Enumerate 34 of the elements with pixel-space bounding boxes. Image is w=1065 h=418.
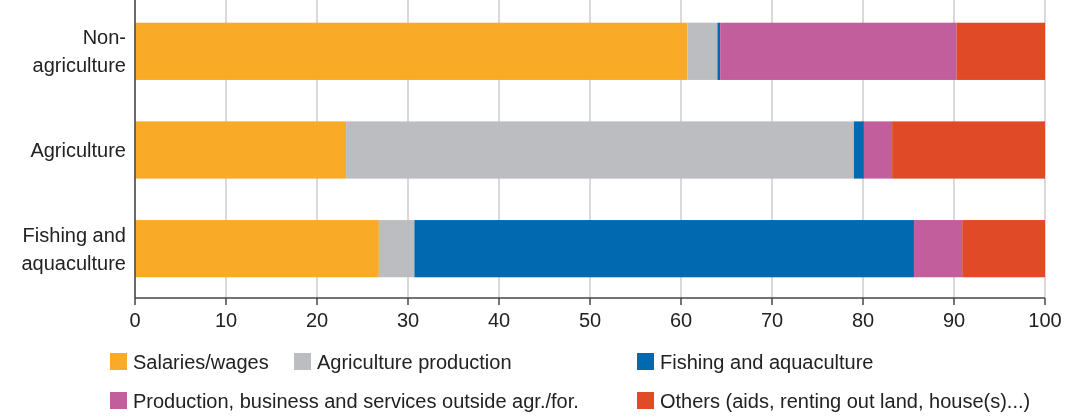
legend-label: Fishing and aquaculture	[660, 351, 874, 373]
y-tick-label: Fishing and aquaculture	[21, 223, 126, 274]
bar	[892, 121, 1045, 179]
x-tick-label: 60	[669, 309, 693, 331]
bar	[687, 22, 718, 80]
y-tick-label: Non-agriculture	[32, 26, 126, 77]
x-tick-label: 30	[396, 309, 420, 331]
bar	[135, 22, 688, 80]
x-tick-label: 50	[578, 309, 602, 331]
x-tick-label: 0	[129, 309, 141, 331]
legend-label: Production, business and services outside agr./for.	[133, 390, 579, 412]
bar	[414, 220, 914, 278]
bar	[346, 121, 854, 179]
x-tick-label: 20	[305, 309, 329, 331]
bar	[962, 220, 1045, 278]
y-tick-label: Agriculture	[30, 139, 126, 161]
legend-label: Agriculture production	[317, 351, 512, 373]
x-tick-label: 80	[851, 309, 875, 331]
legend-label: Others (aids, renting out land, house(s)...)	[660, 390, 1031, 412]
x-tick-label: 10	[214, 309, 238, 331]
bar	[956, 22, 1045, 80]
bar	[863, 121, 893, 179]
x-tick-label: 100	[1028, 309, 1062, 331]
bar	[378, 220, 415, 278]
x-tick-label: 40	[487, 309, 511, 331]
x-tick-label: 90	[942, 309, 966, 331]
bar	[913, 220, 963, 278]
bar	[717, 22, 721, 80]
bar	[720, 22, 957, 80]
legend-label: Salaries/wages	[133, 351, 269, 373]
bar	[135, 121, 347, 179]
x-tick-label: 70	[760, 309, 784, 331]
bar	[853, 121, 864, 179]
bar	[135, 220, 379, 278]
